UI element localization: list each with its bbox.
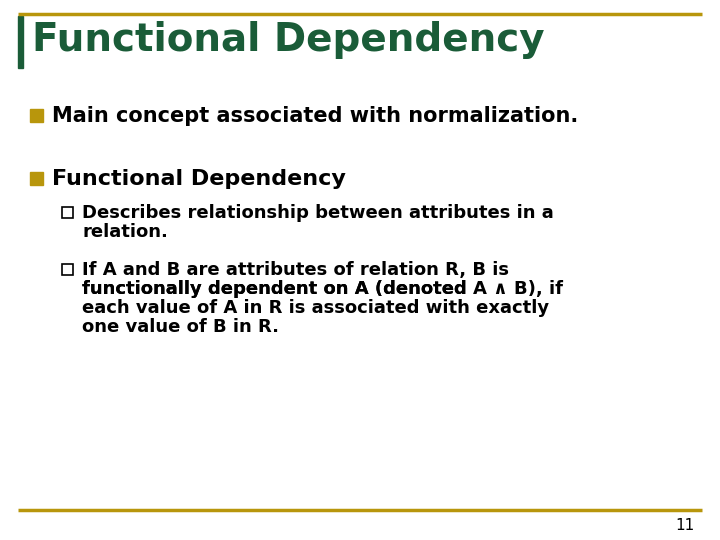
Text: Functional Dependency: Functional Dependency xyxy=(32,21,544,59)
Bar xyxy=(62,207,73,218)
Text: 11: 11 xyxy=(676,517,695,532)
Bar xyxy=(30,172,43,185)
Text: functionally dependent on A (denoted: functionally dependent on A (denoted xyxy=(82,280,473,298)
Text: Describes relationship between attributes in a: Describes relationship between attribute… xyxy=(82,204,554,222)
Bar xyxy=(18,16,23,68)
Bar xyxy=(30,109,43,122)
Text: If A and B are attributes of relation R, B is: If A and B are attributes of relation R,… xyxy=(82,261,509,279)
Text: Functional Dependency: Functional Dependency xyxy=(52,169,346,189)
Text: Main concept associated with normalization.: Main concept associated with normalizati… xyxy=(52,106,578,126)
Bar xyxy=(62,264,73,275)
Text: functionally dependent on A (denoted A ∧ B), if: functionally dependent on A (denoted A ∧… xyxy=(82,280,563,298)
Text: relation.: relation. xyxy=(82,223,168,241)
Text: each value of A in R is associated with exactly: each value of A in R is associated with … xyxy=(82,299,549,317)
Text: one value of B in R.: one value of B in R. xyxy=(82,318,279,336)
